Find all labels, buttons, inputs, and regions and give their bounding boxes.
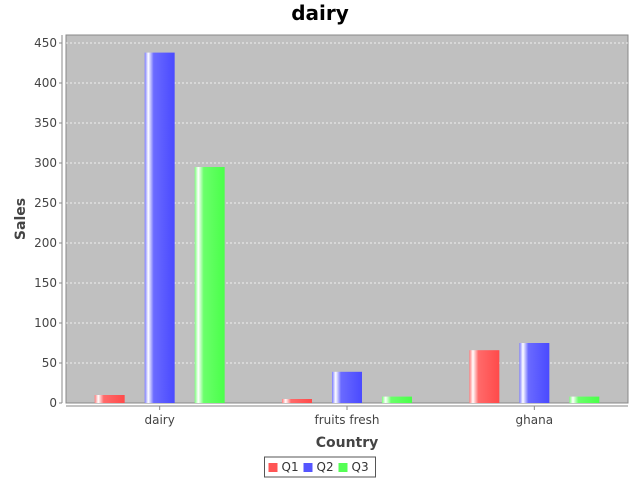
legend-label-q2: Q2 (317, 460, 334, 474)
legend: Q1 Q2 Q3 (264, 456, 376, 478)
bar-q3-dairy (194, 167, 225, 403)
y-tick-label: 150 (34, 276, 57, 290)
x-tick-label: ghana (516, 413, 554, 427)
legend-box (264, 456, 376, 478)
y-axis: 0 50 100 150 200 250 300 350 400 450 (34, 35, 63, 410)
legend-swatch-q1 (268, 463, 278, 472)
bar-q3-ghana (569, 396, 600, 403)
bar-q1-dairy (94, 395, 125, 403)
x-tick-label: fruits fresh (314, 413, 379, 427)
y-tick-label: 350 (34, 116, 57, 130)
y-tick-label: 450 (34, 36, 57, 50)
y-tick-label: 250 (34, 196, 57, 210)
y-tick-label: 400 (34, 76, 57, 90)
bar-q2-dairy (144, 52, 175, 403)
y-tick-label: 0 (49, 396, 57, 410)
bars (94, 52, 600, 403)
legend-label-q3: Q3 (352, 460, 369, 474)
y-tick-label: 300 (34, 156, 57, 170)
chart-title: dairy (291, 1, 349, 25)
legend-swatch-q2 (303, 463, 313, 472)
y-axis-title: Sales (13, 198, 29, 240)
x-axis: dairy fruits fresh ghana (66, 405, 628, 427)
x-tick-label: dairy (144, 413, 174, 427)
bar-q2-ghana (519, 343, 550, 403)
legend-swatch-q3 (338, 463, 348, 472)
bar-q3-fruits-fresh (382, 396, 412, 403)
y-tick-label: 200 (34, 236, 57, 250)
bar-q1-ghana (469, 350, 500, 403)
y-tick-label: 50 (42, 356, 57, 370)
legend-label-q1: Q1 (282, 460, 299, 474)
y-tick-label: 100 (34, 316, 57, 330)
x-axis-title: Country (316, 435, 379, 451)
bar-q2-fruits-fresh (332, 371, 362, 403)
bar-q1-fruits-fresh (282, 399, 312, 403)
